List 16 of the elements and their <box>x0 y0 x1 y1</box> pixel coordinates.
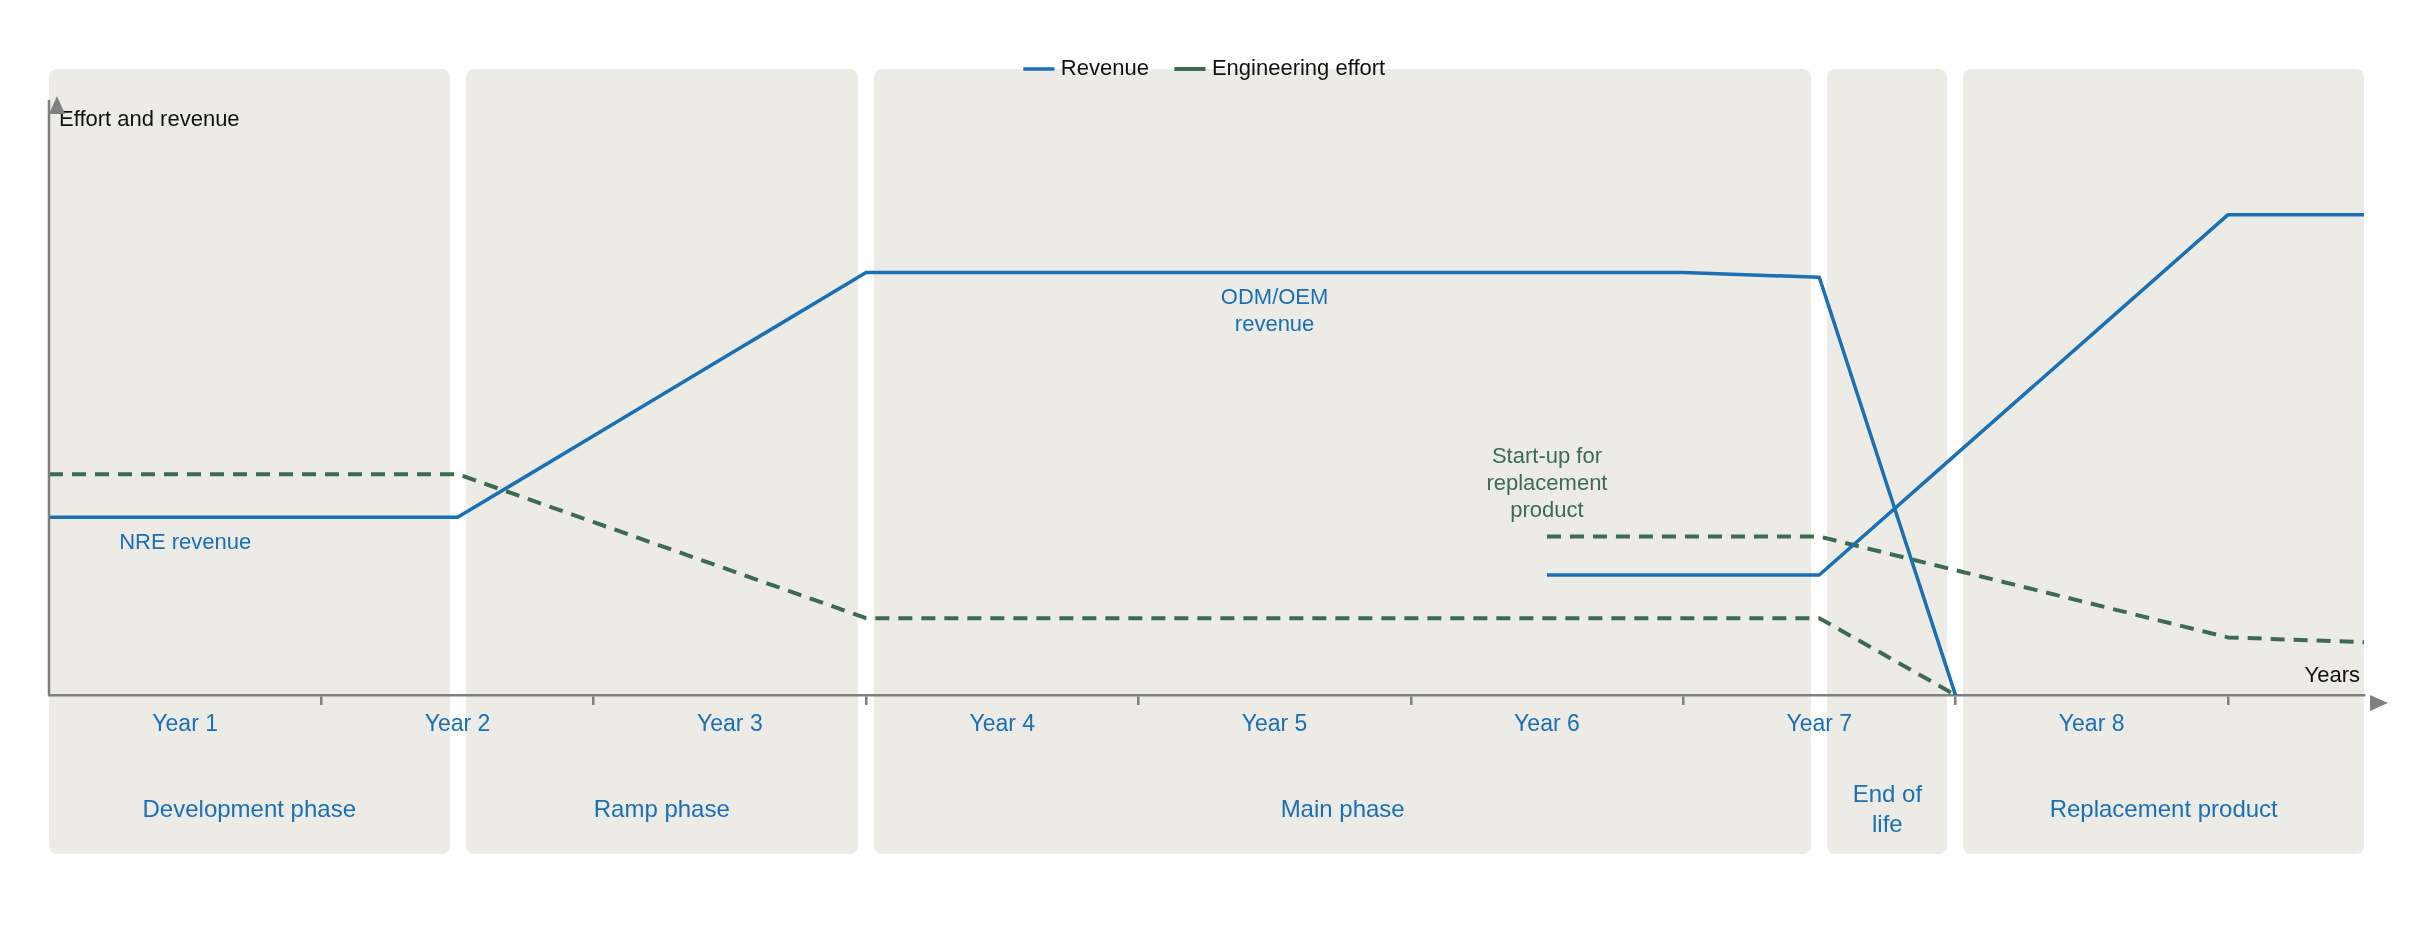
x-tick-label: Year 4 <box>969 710 1036 737</box>
annotation: ODM/OEM revenue <box>1220 284 1329 337</box>
text: Main phase <box>1279 794 1406 824</box>
annotation: NRE revenue <box>119 528 252 554</box>
x-tick-label: Year 2 <box>424 710 491 737</box>
annotation: Start-up for replacement product <box>1486 443 1608 523</box>
x-tick-label: Year 5 <box>1241 710 1308 737</box>
x-tick-label: Year 3 <box>697 710 763 737</box>
y-axis-title: Effort and revenue <box>59 106 240 132</box>
x-tick-label: Year 1 <box>152 710 218 737</box>
legend-label: Engineering effort <box>1211 55 1386 81</box>
legend-label: Revenue <box>1060 55 1149 81</box>
x-tick-label: Year 8 <box>2058 710 2125 737</box>
x-tick-label: Year 6 <box>1514 710 1580 737</box>
x-tick-label: Year 7 <box>1786 710 1853 737</box>
x-axis-title: Years <box>2304 662 2360 688</box>
